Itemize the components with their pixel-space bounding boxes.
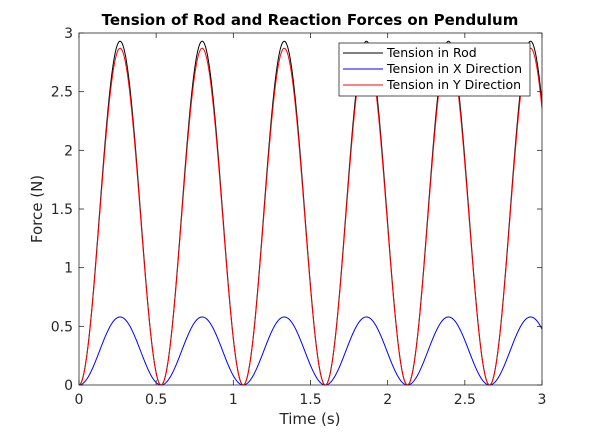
- y-axis-label: Force (N): [28, 175, 46, 243]
- y-tick-label: 0.5: [51, 319, 73, 335]
- y-tick-label: 2.5: [51, 85, 73, 101]
- x-tick-label: 1.5: [299, 392, 321, 408]
- x-tick-label: 3: [538, 392, 547, 408]
- y-tick-label: 0: [64, 378, 73, 394]
- chart-title: Tension of Rod and Reaction Forces on Pe…: [102, 11, 519, 29]
- y-tick-label: 2: [64, 143, 73, 159]
- legend-label-x-direction: Tension in X Direction: [386, 61, 522, 76]
- x-tick-label: 1: [229, 392, 238, 408]
- y-tick-label: 1.5: [51, 202, 73, 218]
- y-tick-label: 3: [64, 26, 73, 42]
- x-axis-label: Time (s): [279, 410, 341, 428]
- legend: Tension in Rod Tension in X Direction Te…: [339, 43, 530, 96]
- x-tick-label: 2: [383, 392, 392, 408]
- x-tick-label: 0.5: [145, 392, 167, 408]
- y-tick-label: 1: [64, 261, 73, 277]
- x-tick-label: 2.5: [454, 392, 476, 408]
- legend-label-y-direction: Tension in Y Direction: [386, 77, 521, 92]
- legend-label-rod: Tension in Rod: [386, 45, 477, 60]
- x-tick-label: 0: [75, 392, 84, 408]
